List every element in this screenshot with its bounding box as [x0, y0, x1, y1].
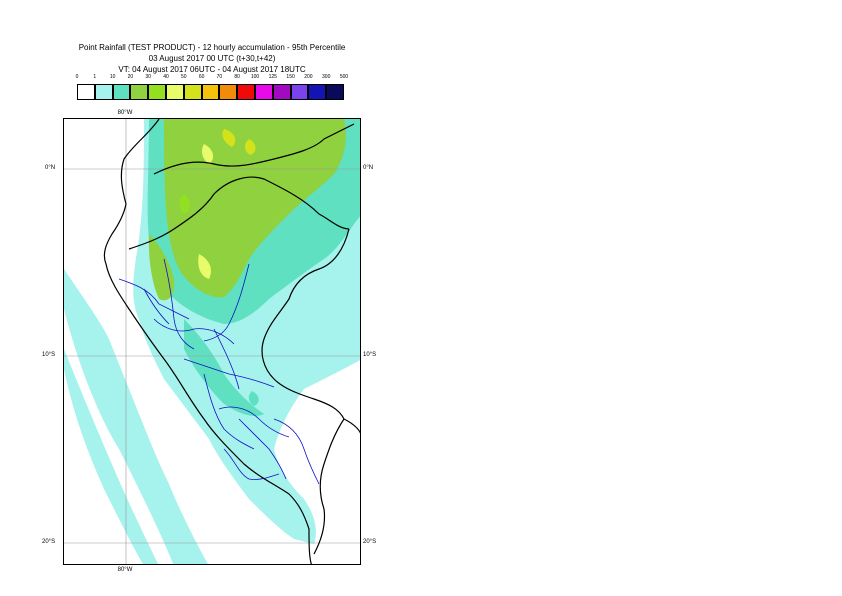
- ecuador-peru-border: [128, 176, 350, 250]
- lat-label-20s-left: 20°S: [42, 539, 56, 545]
- legend-threshold-label: 125: [268, 74, 277, 80]
- admin-boundaries: [118, 258, 320, 485]
- admin-line-10: [203, 263, 250, 342]
- graticule: [64, 119, 360, 564]
- lat-label-10s-left: 10°S: [42, 352, 56, 358]
- admin-line-5: [203, 373, 255, 450]
- admin-line-7: [238, 418, 287, 480]
- legend-threshold-label: 70: [216, 74, 223, 80]
- admin-line-9: [223, 448, 280, 480]
- legend-threshold-label: 40: [163, 74, 169, 80]
- legend-swatch-7: [201, 84, 220, 100]
- rain-peak-3: [222, 129, 236, 147]
- legend-swatch-8: [219, 84, 238, 100]
- legend-threshold-label: 50: [181, 74, 187, 80]
- peru-bolivia-border: [313, 418, 345, 555]
- legend-swatch-3: [130, 84, 149, 100]
- legend-threshold-label: 80: [234, 74, 240, 80]
- color-legend: 0 1 10 20 30 40 50 60 70 80 100 125 150 200 300 500: [75, 74, 349, 104]
- legend-swatch-6: [183, 84, 202, 100]
- legend-swatch-2: [112, 84, 131, 100]
- lat-label-10s-right: 10°S: [363, 352, 377, 358]
- lon-label-80w-top: 80°W: [117, 110, 133, 116]
- rain-moderate-south: [184, 319, 264, 416]
- rain-peak-1: [198, 254, 211, 279]
- map-panel: [63, 118, 361, 565]
- legend-threshold-label: 60: [198, 74, 205, 80]
- coastline: [103, 119, 312, 564]
- legend-threshold-label: 1: [93, 74, 97, 80]
- legend-threshold-label: 0: [75, 74, 79, 80]
- admin-line-4: [183, 358, 275, 388]
- admin-line-1: [118, 278, 190, 320]
- legend-swatch-12: [290, 84, 309, 100]
- legend-swatch-10: [255, 84, 273, 100]
- rain-patch-south: [248, 391, 259, 406]
- rain-peak-2: [201, 144, 214, 164]
- map-canvas: [64, 119, 360, 564]
- legend-swatch-5: [166, 84, 184, 100]
- rainfall-field: [64, 119, 360, 564]
- admin-line-12: [143, 288, 170, 325]
- legend-threshold-label: 500: [339, 74, 349, 80]
- rain-heavy-west: [148, 234, 175, 301]
- admin-line-2: [163, 258, 195, 350]
- admin-line-11: [213, 328, 240, 390]
- admin-line-6: [218, 406, 290, 438]
- lat-label-0n-left: 0°N: [45, 165, 56, 171]
- legend-swatch-14: [326, 84, 344, 100]
- legend-swatch-9: [237, 84, 255, 100]
- admin-line-3: [153, 318, 235, 345]
- legend-threshold-label: 150: [286, 74, 295, 80]
- lat-label-20s-right: 20°S: [363, 539, 377, 545]
- legend-swatch-0: [77, 84, 95, 100]
- colombia-border: [153, 123, 355, 175]
- chart-subtitle-date: 03 August 2017 00 UTC (t+30,t+42): [148, 54, 276, 63]
- legend-threshold-label: 30: [145, 74, 151, 80]
- rain-peak-4: [244, 139, 256, 155]
- legend-swatch-1: [94, 84, 113, 100]
- admin-line-8: [273, 418, 320, 485]
- legend-threshold-label: 10: [109, 74, 116, 80]
- legend-threshold-label: 20: [127, 74, 134, 80]
- lon-label-80w-bottom: 80°W: [117, 567, 133, 573]
- lat-label-0n-right: 0°N: [363, 165, 374, 171]
- legend-swatch-13: [308, 84, 327, 100]
- rain-peak-5: [179, 194, 190, 214]
- legend-swatch-4: [148, 84, 166, 100]
- legend-threshold-label: 100: [250, 74, 260, 80]
- rain-light-ocean: [64, 269, 208, 564]
- peru-brazil-border: [261, 228, 350, 420]
- bolivia-border: [343, 418, 360, 434]
- rain-moderate-east: [314, 169, 360, 239]
- coastline-borders: [103, 119, 360, 564]
- chart-subtitle-validity: VT: 04 August 2017 06UTC - 04 August 201…: [118, 65, 306, 74]
- chart-title: Point Rainfall (TEST PRODUCT) - 12 hourl…: [78, 43, 346, 52]
- legend-swatch-11: [272, 84, 291, 100]
- legend-threshold-label: 200: [304, 74, 313, 80]
- legend-threshold-label: 300: [322, 74, 331, 80]
